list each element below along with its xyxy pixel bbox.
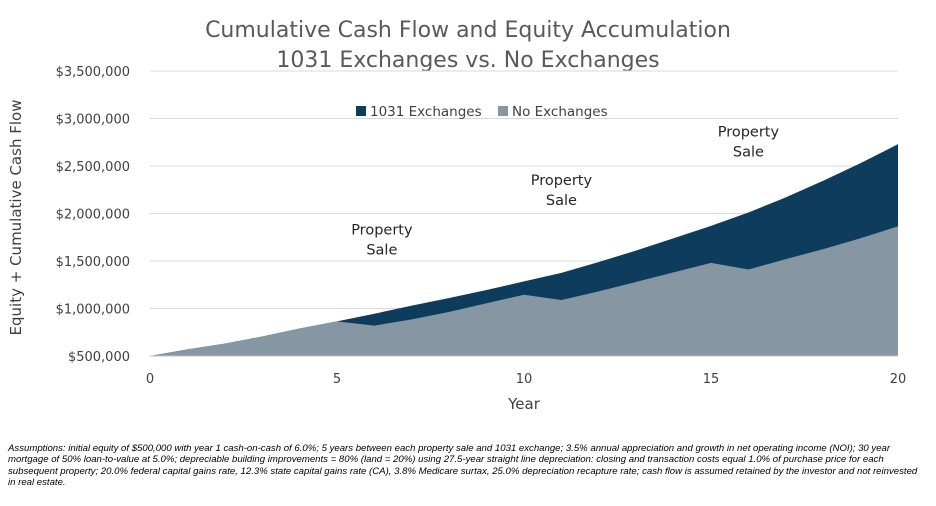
- legend: 1031 Exchanges No Exchanges: [356, 104, 608, 120]
- x-tick-label: 15: [703, 372, 720, 387]
- y-axis-ticks: $500,000 $1,000,000 $1,500,000 $2,000,000 $2…: [56, 65, 130, 365]
- y-tick-label: $3,500,000: [56, 65, 130, 80]
- y-tick-label: $1,000,000: [56, 303, 130, 318]
- chart-title-line: Cumulative Cash Flow and Equity Accumula…: [205, 18, 731, 43]
- y-axis-label: Equity + Cumulative Cash Flow: [7, 100, 25, 336]
- annotations: Property Sale Property Sale Property Sale: [351, 125, 779, 259]
- legend-swatch: [356, 106, 366, 116]
- assumptions-footnote: Assumptions: initial equity of $500,000 …: [8, 443, 918, 489]
- annotation-line: Sale: [366, 242, 397, 258]
- x-axis-ticks: 0 5 10 15 20: [146, 372, 906, 387]
- x-tick-label: 0: [146, 372, 154, 387]
- chart-title: Cumulative Cash Flow and Equity Accumula…: [205, 18, 731, 73]
- y-tick-label: $2,000,000: [56, 208, 130, 223]
- cash-flow-area-chart: Cumulative Cash Flow and Equity Accumula…: [7, 18, 906, 413]
- x-tick-label: 5: [333, 372, 341, 387]
- y-tick-label: $500,000: [68, 350, 130, 365]
- annotation-line: Sale: [733, 145, 764, 161]
- property-sale-annotation: Property Sale: [351, 222, 413, 258]
- y-tick-label: $3,000,000: [56, 113, 130, 128]
- x-axis-label: Year: [507, 395, 541, 413]
- y-tick-label: $2,500,000: [56, 160, 130, 175]
- annotation-line: Sale: [546, 193, 577, 209]
- legend-swatch: [498, 106, 508, 116]
- x-tick-label: 20: [890, 372, 907, 387]
- y-tick-label: $1,500,000: [56, 255, 130, 270]
- legend-entry: 1031 Exchanges: [370, 104, 482, 120]
- property-sale-annotation: Property Sale: [718, 125, 780, 161]
- annotation-line: Property: [718, 125, 780, 141]
- annotation-line: Property: [351, 222, 413, 238]
- chart-title-line: 1031 Exchanges vs. No Exchanges: [276, 48, 659, 73]
- area-no-exchanges: [150, 226, 898, 356]
- plot-areas: [150, 144, 898, 357]
- annotation-line: Property: [531, 173, 593, 189]
- property-sale-annotation: Property Sale: [531, 173, 593, 209]
- legend-entry: No Exchanges: [512, 104, 608, 120]
- x-tick-label: 10: [516, 372, 533, 387]
